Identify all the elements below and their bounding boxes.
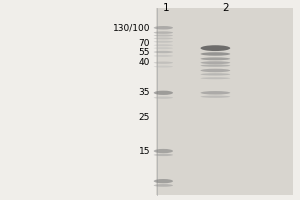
Ellipse shape [200,96,230,98]
Ellipse shape [200,77,230,79]
Ellipse shape [154,51,173,53]
Text: 2: 2 [223,3,229,13]
Ellipse shape [154,184,173,187]
Text: 40: 40 [139,58,150,67]
Ellipse shape [200,57,230,60]
Text: 55: 55 [139,48,150,57]
Text: 130/100: 130/100 [112,23,150,32]
Ellipse shape [154,154,173,156]
Ellipse shape [154,35,173,36]
Ellipse shape [200,73,230,76]
FancyBboxPatch shape [156,8,293,195]
Ellipse shape [200,61,230,64]
Ellipse shape [200,64,230,67]
Ellipse shape [154,37,173,39]
Ellipse shape [200,45,230,51]
Ellipse shape [154,179,173,183]
Ellipse shape [154,62,173,64]
Ellipse shape [154,55,173,57]
Text: 25: 25 [139,113,150,122]
Text: 15: 15 [139,147,150,156]
Ellipse shape [154,96,173,99]
Text: 35: 35 [139,88,150,97]
Text: 1: 1 [163,3,170,13]
Ellipse shape [154,66,173,68]
Ellipse shape [154,91,173,95]
Ellipse shape [154,149,173,153]
Ellipse shape [154,47,173,49]
Ellipse shape [154,31,173,34]
Ellipse shape [154,44,173,46]
Ellipse shape [200,91,230,95]
Ellipse shape [200,52,230,56]
Ellipse shape [154,26,173,30]
Ellipse shape [154,41,173,43]
Ellipse shape [200,69,230,72]
Text: 70: 70 [139,39,150,48]
